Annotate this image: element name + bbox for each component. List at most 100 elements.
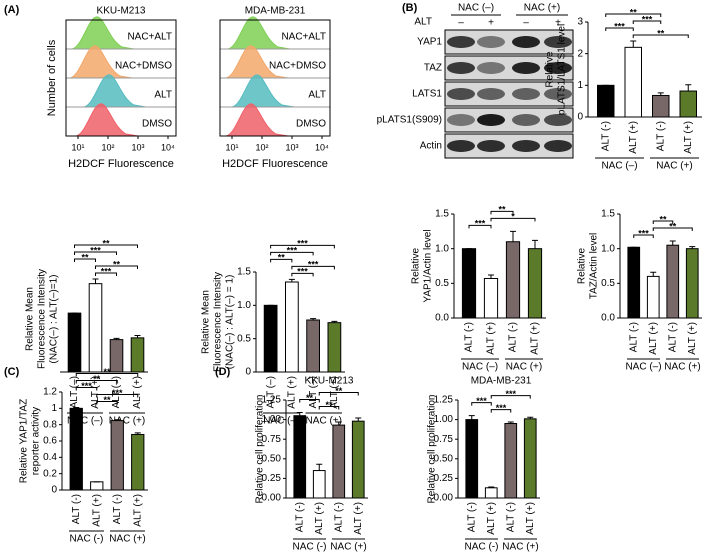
chart-title: KKU-M213 (305, 376, 354, 387)
blot-lane: + (555, 18, 561, 29)
blot-band (447, 140, 475, 152)
significance-label: *** (101, 266, 112, 276)
significance-bracket (490, 210, 514, 215)
y-tick-label: 1 (577, 80, 583, 91)
x-axis-label: H2DCF Fluorescence (222, 158, 328, 170)
blot-band (544, 140, 572, 152)
error-bar (669, 240, 676, 246)
blot-band (512, 88, 540, 100)
significance-bracket (96, 394, 139, 398)
bar (465, 419, 479, 499)
error-bar (296, 412, 303, 416)
error-bar (510, 230, 516, 242)
y-axis-label: reporter activity (31, 407, 42, 475)
bar (263, 304, 278, 373)
significance-bracket (490, 409, 512, 413)
significance-label: * (511, 212, 515, 222)
y-tick-label: 0 (577, 112, 583, 123)
group-label: NAC (+) (502, 542, 538, 553)
y-tick-label: 0.75 (262, 434, 282, 445)
significance-label: *** (476, 396, 487, 406)
bar (652, 94, 670, 118)
x-tick-label: ALT (-) (466, 502, 477, 532)
group-label: NAC (+) (330, 542, 366, 553)
blot-protein: LATS1 (412, 89, 442, 100)
error-bar (331, 320, 338, 323)
significance-bracket (471, 402, 492, 406)
x-tick-label: ALT (-) (628, 322, 639, 352)
blot-protein: Actin (420, 141, 442, 152)
y-axis-label: pLATS1/LATS1 level (557, 24, 568, 115)
error-bar (114, 419, 121, 421)
significance-bracket (270, 258, 293, 263)
y-tick-label: 0 (51, 485, 57, 496)
x-tick-label: ALT (-) (508, 322, 519, 352)
significance-label: *** (81, 381, 92, 391)
group-label: NAC (+) (109, 534, 145, 545)
y-axis-label: (NAC(–) : ALT(–) = 1) (225, 275, 236, 370)
bar (110, 420, 124, 491)
blot-band (477, 88, 505, 100)
error-bar (488, 274, 494, 279)
group-label: NAC (+) (506, 362, 542, 373)
error-bar (532, 239, 538, 249)
significance-label: ** (81, 252, 89, 262)
y-tick-label: 1.25 (262, 395, 282, 406)
panel-label: (A) (4, 4, 20, 16)
bar (523, 418, 537, 499)
y-axis-label: Relative Mean (25, 287, 36, 351)
y-tick-label: 0.5 (601, 278, 615, 289)
y-tick-label: 1.2 (43, 387, 57, 398)
bar (285, 281, 299, 373)
flow-row-label: NAC+ALT (127, 32, 172, 43)
x-tick-label: ALT (+) (90, 376, 101, 409)
x-axis-label: H2DCF Fluorescence (68, 158, 174, 170)
x-tick-label: 10⁴ (315, 142, 329, 152)
significance-bracket (318, 392, 359, 396)
y-tick-label: 0.5 (435, 278, 449, 289)
bar (109, 339, 124, 373)
y-axis-label: Relative cell proliferation (427, 395, 438, 504)
bar (624, 46, 642, 118)
group-label: NAC (–) (67, 416, 103, 427)
y-tick-label: 0.0 (601, 313, 615, 324)
y-tick-label: 1.00 (434, 414, 454, 425)
significance-bracket (299, 399, 320, 403)
group-label: NAC (+) (656, 161, 692, 172)
y-axis-label: YAP1/Actin level (423, 229, 434, 302)
blot-band (544, 88, 572, 100)
error-bar (310, 318, 317, 320)
bar (306, 319, 320, 373)
significance-bracket (632, 34, 689, 38)
y-tick-label: 0.4 (43, 452, 57, 463)
bar (646, 275, 660, 319)
significance-bracket (633, 234, 654, 239)
y-tick-label: 1.00 (262, 414, 282, 425)
bar (130, 337, 145, 373)
error-bar (630, 40, 637, 48)
x-tick-label: ALT (+) (683, 121, 694, 154)
blot-group: NAC (–) (458, 3, 494, 14)
significance-label: ** (659, 214, 667, 224)
significance-bracket (74, 244, 138, 248)
y-axis-label: Relative (545, 51, 556, 88)
significance-label: *** (496, 403, 507, 413)
y-axis-label: (NAC(–) : ALT(–)=1) (49, 275, 60, 364)
flow-row-label: NAC+DMSO (115, 61, 172, 72)
x-tick-label: ALT (+) (486, 322, 497, 355)
significance-bracket (632, 20, 662, 24)
significance-label: *** (505, 389, 516, 399)
significance-bracket (291, 265, 335, 270)
bar (627, 246, 641, 319)
y-axis-label: Relative YAP1/TAZ (19, 399, 30, 483)
flow-histogram (220, 16, 291, 50)
bar (685, 248, 699, 319)
y-axis-label: Number of cells (46, 39, 58, 116)
significance-label: ** (498, 205, 506, 215)
blot-protein: TAZ (424, 63, 442, 74)
x-tick-label: ALT (-) (71, 494, 82, 524)
bar (131, 433, 145, 491)
blot-band (477, 114, 505, 126)
x-tick-label: ALT (+) (530, 322, 541, 355)
group-label: NAC (–) (462, 362, 498, 373)
